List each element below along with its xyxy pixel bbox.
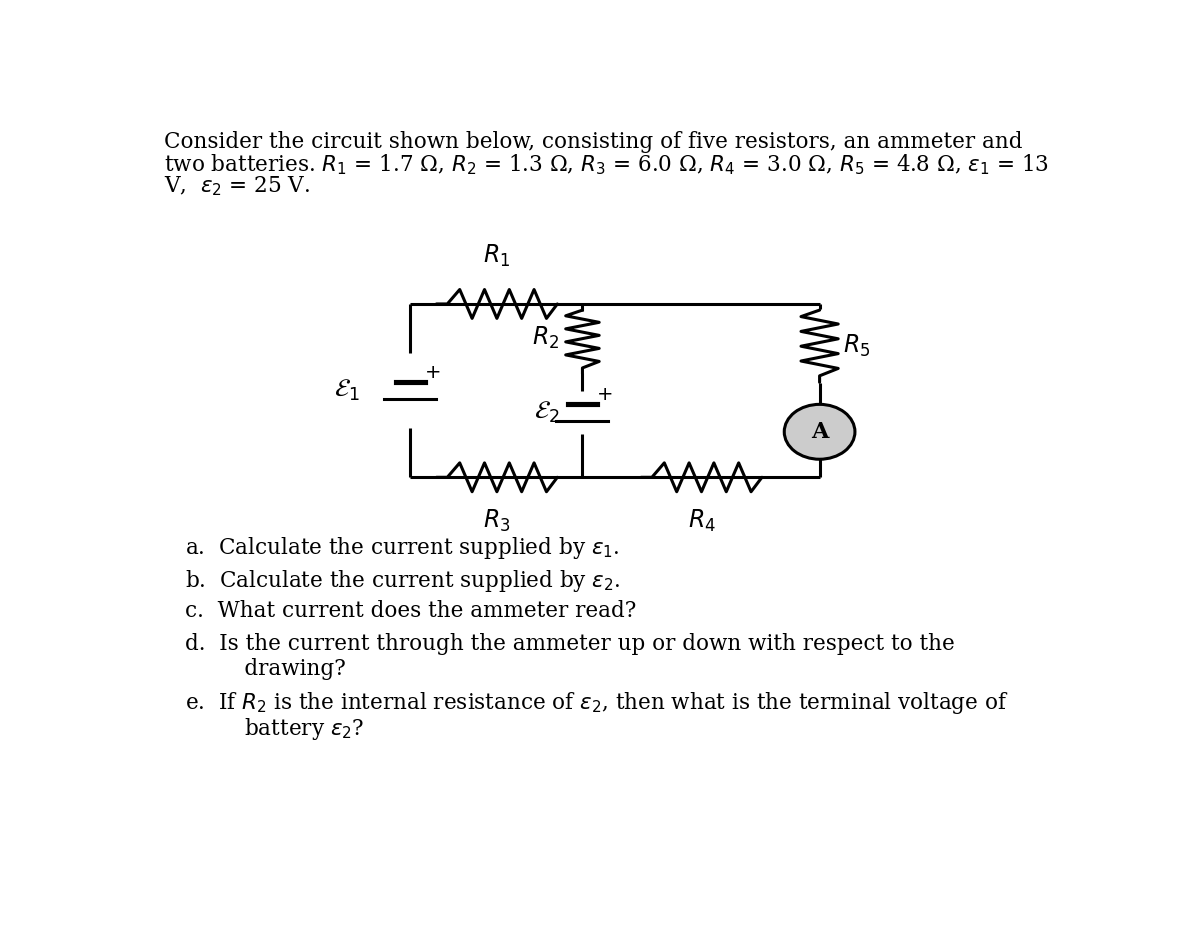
Text: $R_4$: $R_4$ [688, 507, 715, 534]
Text: c.  What current does the ammeter read?: c. What current does the ammeter read? [185, 600, 636, 622]
Text: d.  Is the current through the ammeter up or down with respect to the: d. Is the current through the ammeter up… [185, 632, 955, 655]
Text: A: A [811, 421, 828, 443]
Text: +: + [598, 385, 614, 403]
Text: Consider the circuit shown below, consisting of five resistors, an ammeter and: Consider the circuit shown below, consis… [164, 130, 1022, 153]
Text: $R_1$: $R_1$ [484, 243, 510, 269]
Text: a.  Calculate the current supplied by $\varepsilon_1$.: a. Calculate the current supplied by $\v… [185, 535, 620, 561]
Text: +: + [425, 363, 442, 382]
Text: b.  Calculate the current supplied by $\varepsilon_2$.: b. Calculate the current supplied by $\v… [185, 567, 620, 594]
Text: drawing?: drawing? [210, 658, 347, 680]
Text: $R_5$: $R_5$ [842, 333, 870, 359]
Text: $R_2$: $R_2$ [532, 325, 559, 352]
Text: $\mathcal{E}_1$: $\mathcal{E}_1$ [334, 378, 359, 403]
Text: e.  If $R_2$ is the internal resistance of $\varepsilon_2$, then what is the ter: e. If $R_2$ is the internal resistance o… [185, 690, 1009, 717]
Text: two batteries. $R_1$ = 1.7 Ω, $R_2$ = 1.3 Ω, $R_3$ = 6.0 Ω, $R_4$ = 3.0 Ω, $R_5$: two batteries. $R_1$ = 1.7 Ω, $R_2$ = 1.… [164, 152, 1049, 177]
Circle shape [785, 404, 854, 460]
Text: battery $\varepsilon_2$?: battery $\varepsilon_2$? [210, 716, 365, 742]
Text: V,  $\varepsilon_2$ = 25 V.: V, $\varepsilon_2$ = 25 V. [164, 174, 310, 198]
Text: $R_3$: $R_3$ [484, 507, 511, 534]
Text: $\mathcal{E}_2$: $\mathcal{E}_2$ [534, 400, 559, 425]
